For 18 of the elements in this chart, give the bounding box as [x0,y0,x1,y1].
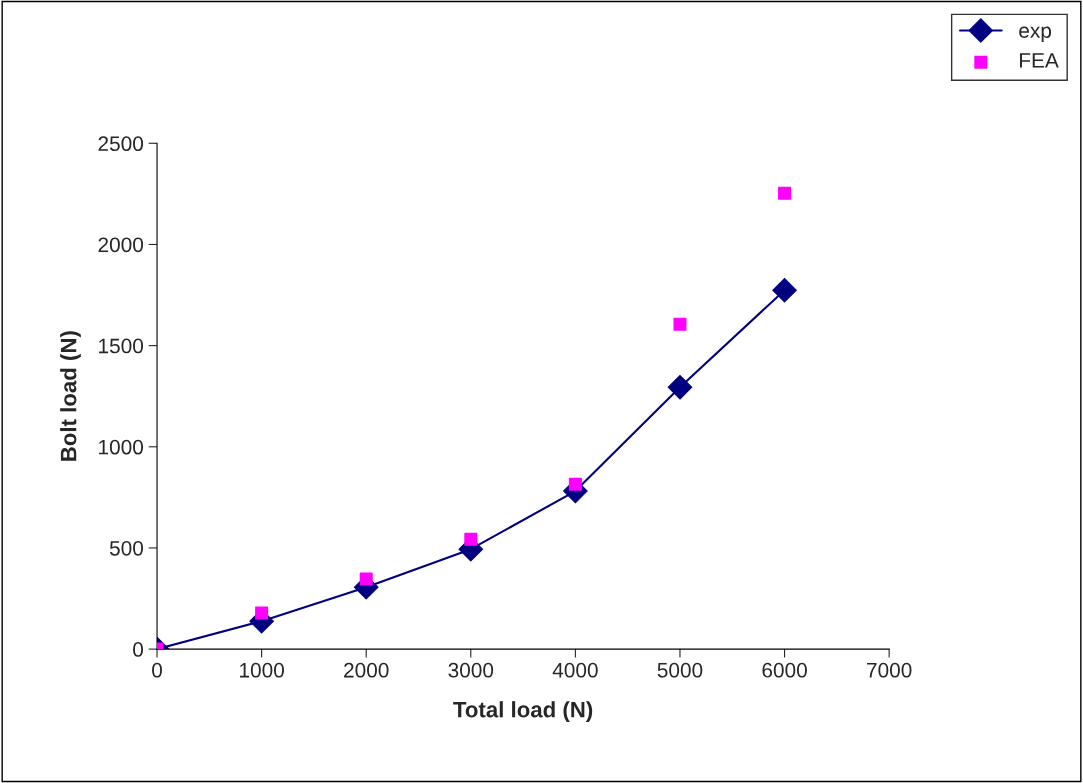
y-axis-title: Bolt load (N) [60,331,81,461]
y-tick-label: 500 [109,540,144,556]
legend-label: exp [1019,26,1052,43]
x-tick-label: 2000 [344,662,389,678]
x-tick-label: 7000 [867,662,912,678]
x-tick-label: 4000 [552,662,598,678]
y-tick-label: 2000 [98,237,144,253]
x-tick-label: 5000 [657,662,703,678]
x-tick-label: 1000 [240,662,284,678]
legend-label: FEA [1020,53,1059,68]
y-tick-label: 1500 [99,338,144,354]
x-axis-title: Total load (N) [453,701,593,722]
y-tick-label: 0 [133,642,144,657]
x-tick-label: 0 [152,662,163,678]
x-tick-label: 6000 [762,662,807,678]
y-tick-label: 2500 [98,136,144,152]
y-tick-label: 1000 [99,439,144,455]
x-tick-label: 3000 [448,662,494,678]
